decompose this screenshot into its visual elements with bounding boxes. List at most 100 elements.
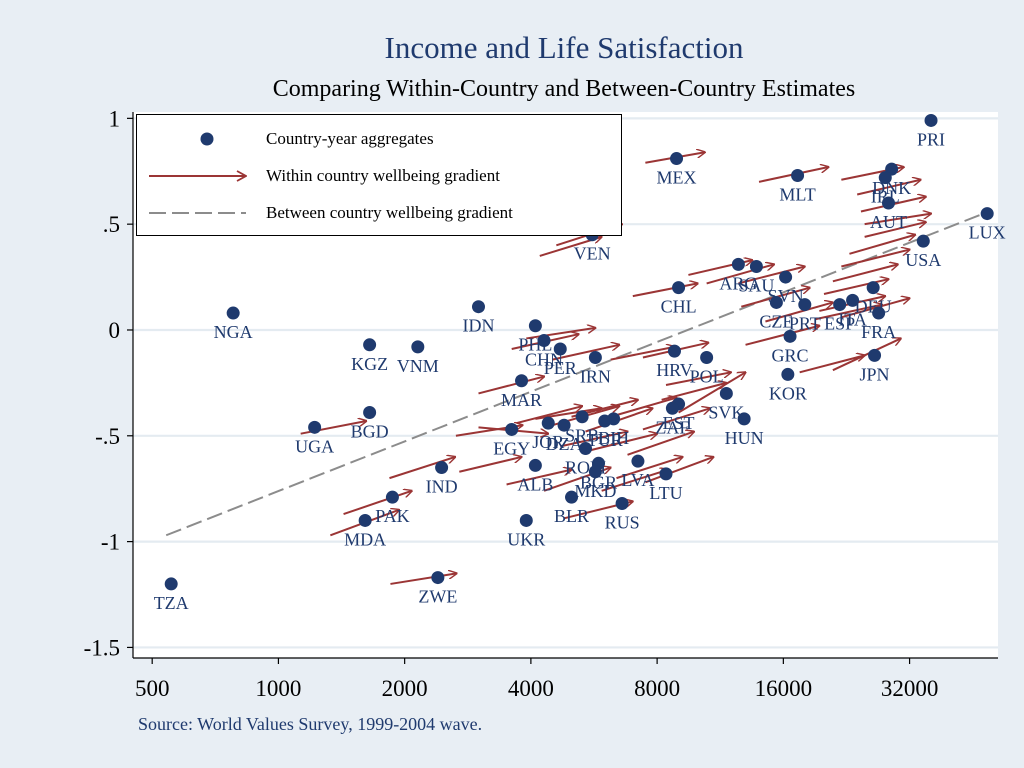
x-tick-label: 32000	[881, 676, 939, 701]
within-country-arrow	[632, 283, 698, 298]
country-point	[769, 295, 783, 309]
country-label: VEN	[574, 244, 611, 264]
within-country-arrow	[616, 457, 682, 480]
country-point	[471, 300, 485, 314]
country-point	[779, 270, 793, 284]
between-country-gradient	[165, 212, 984, 537]
country-label: SVK	[708, 402, 744, 422]
country-point	[363, 406, 377, 420]
country-label: LTU	[649, 483, 682, 503]
within-country-arrow	[799, 355, 865, 374]
country-label: PRT	[789, 314, 821, 334]
country-label: IDN	[462, 316, 494, 336]
within-country-arrow	[832, 264, 898, 283]
within-country-arrow	[765, 302, 832, 323]
within-country-arrow	[478, 377, 544, 395]
country-label: MEX	[657, 168, 697, 188]
country-point	[598, 414, 612, 428]
country-point	[575, 410, 589, 424]
within-country-arrow	[343, 491, 412, 516]
country-label: RUS	[605, 513, 640, 533]
country-point	[537, 334, 551, 348]
within-country-arrow	[601, 470, 668, 492]
country-point	[588, 465, 602, 479]
within-country-arrow	[864, 214, 931, 226]
within-country-arrow	[642, 408, 710, 431]
y-tick-label: 0	[109, 318, 121, 343]
country-point	[980, 207, 994, 221]
country-label: BIH	[598, 428, 629, 448]
y-tick-label: .5	[103, 212, 120, 237]
legend-label-between: Between country wellbeing gradient	[266, 203, 513, 222]
country-point	[528, 458, 542, 472]
country-label: DZA	[546, 434, 583, 454]
x-tick-label: 16000	[755, 676, 813, 701]
country-point	[737, 412, 751, 426]
country-point	[791, 168, 805, 182]
country-point	[667, 344, 681, 358]
country-label: PRI	[917, 129, 945, 149]
country-point	[515, 374, 529, 388]
country-point	[731, 257, 745, 271]
country-point	[528, 319, 542, 333]
country-label: KGZ	[351, 354, 388, 374]
country-label: MDA	[344, 529, 386, 549]
within-country-arrow	[610, 398, 677, 418]
country-label: MLT	[779, 184, 815, 204]
country-point	[665, 401, 679, 415]
country-label: BGR	[580, 472, 617, 492]
country-label: TZA	[154, 593, 189, 613]
y-tick-label: 1	[109, 106, 121, 131]
country-point	[557, 418, 571, 432]
country-label: TUR	[587, 430, 623, 450]
legend-label-within: Within country wellbeing gradient	[266, 166, 500, 185]
country-point	[846, 293, 860, 307]
x-tick-label: 8000	[634, 676, 680, 701]
country-label: IRN	[580, 366, 611, 386]
within-country-arrow	[610, 347, 675, 361]
axes	[132, 112, 998, 659]
country-point	[411, 340, 425, 354]
legend-arrow-icon	[149, 170, 247, 182]
country-point	[631, 454, 645, 468]
country-point	[579, 441, 593, 455]
country-point	[878, 171, 892, 185]
within-country-arrow	[814, 305, 882, 321]
country-label: USA	[905, 250, 941, 270]
country-label: PAK	[375, 506, 409, 526]
country-label: VNM	[397, 356, 439, 376]
country-label: FRA	[861, 322, 896, 342]
country-label: NGA	[214, 322, 253, 342]
country-point	[783, 329, 797, 343]
country-label: CZE	[759, 311, 793, 331]
country-point	[659, 467, 673, 481]
country-label: GRC	[772, 345, 809, 365]
within-country-arrow	[864, 222, 926, 238]
country-point	[164, 577, 178, 591]
country-label: ZWE	[418, 587, 457, 607]
within-country-arrow	[856, 180, 920, 196]
y-tick-label: -1	[101, 530, 120, 555]
country-point	[505, 422, 519, 436]
country-label: LVA	[621, 470, 654, 490]
country-label: EGY	[493, 438, 530, 458]
within-country-arrow	[745, 326, 820, 346]
y-tick-label: -.5	[95, 424, 120, 449]
x-tick-label: 500	[135, 676, 170, 701]
country-point	[672, 281, 686, 295]
within-country-arrow	[665, 372, 731, 386]
chart-subtitle: Comparing Within-Country and Between-Cou…	[272, 76, 856, 102]
trend-line	[165, 212, 984, 537]
country-label: LUX	[969, 223, 1006, 243]
country-label: ITA	[838, 309, 867, 329]
country-point	[588, 350, 602, 364]
within-country-arrow	[678, 372, 746, 414]
country-label: AUT	[870, 212, 907, 232]
country-label: JOR	[532, 432, 564, 452]
legend-item-aggregates: Country-year aggregates	[137, 125, 621, 155]
country-point	[833, 298, 847, 312]
within-country-arrow	[516, 406, 582, 425]
within-country-arrow	[627, 432, 695, 456]
country-label: KOR	[769, 383, 807, 403]
country-point	[553, 342, 567, 356]
